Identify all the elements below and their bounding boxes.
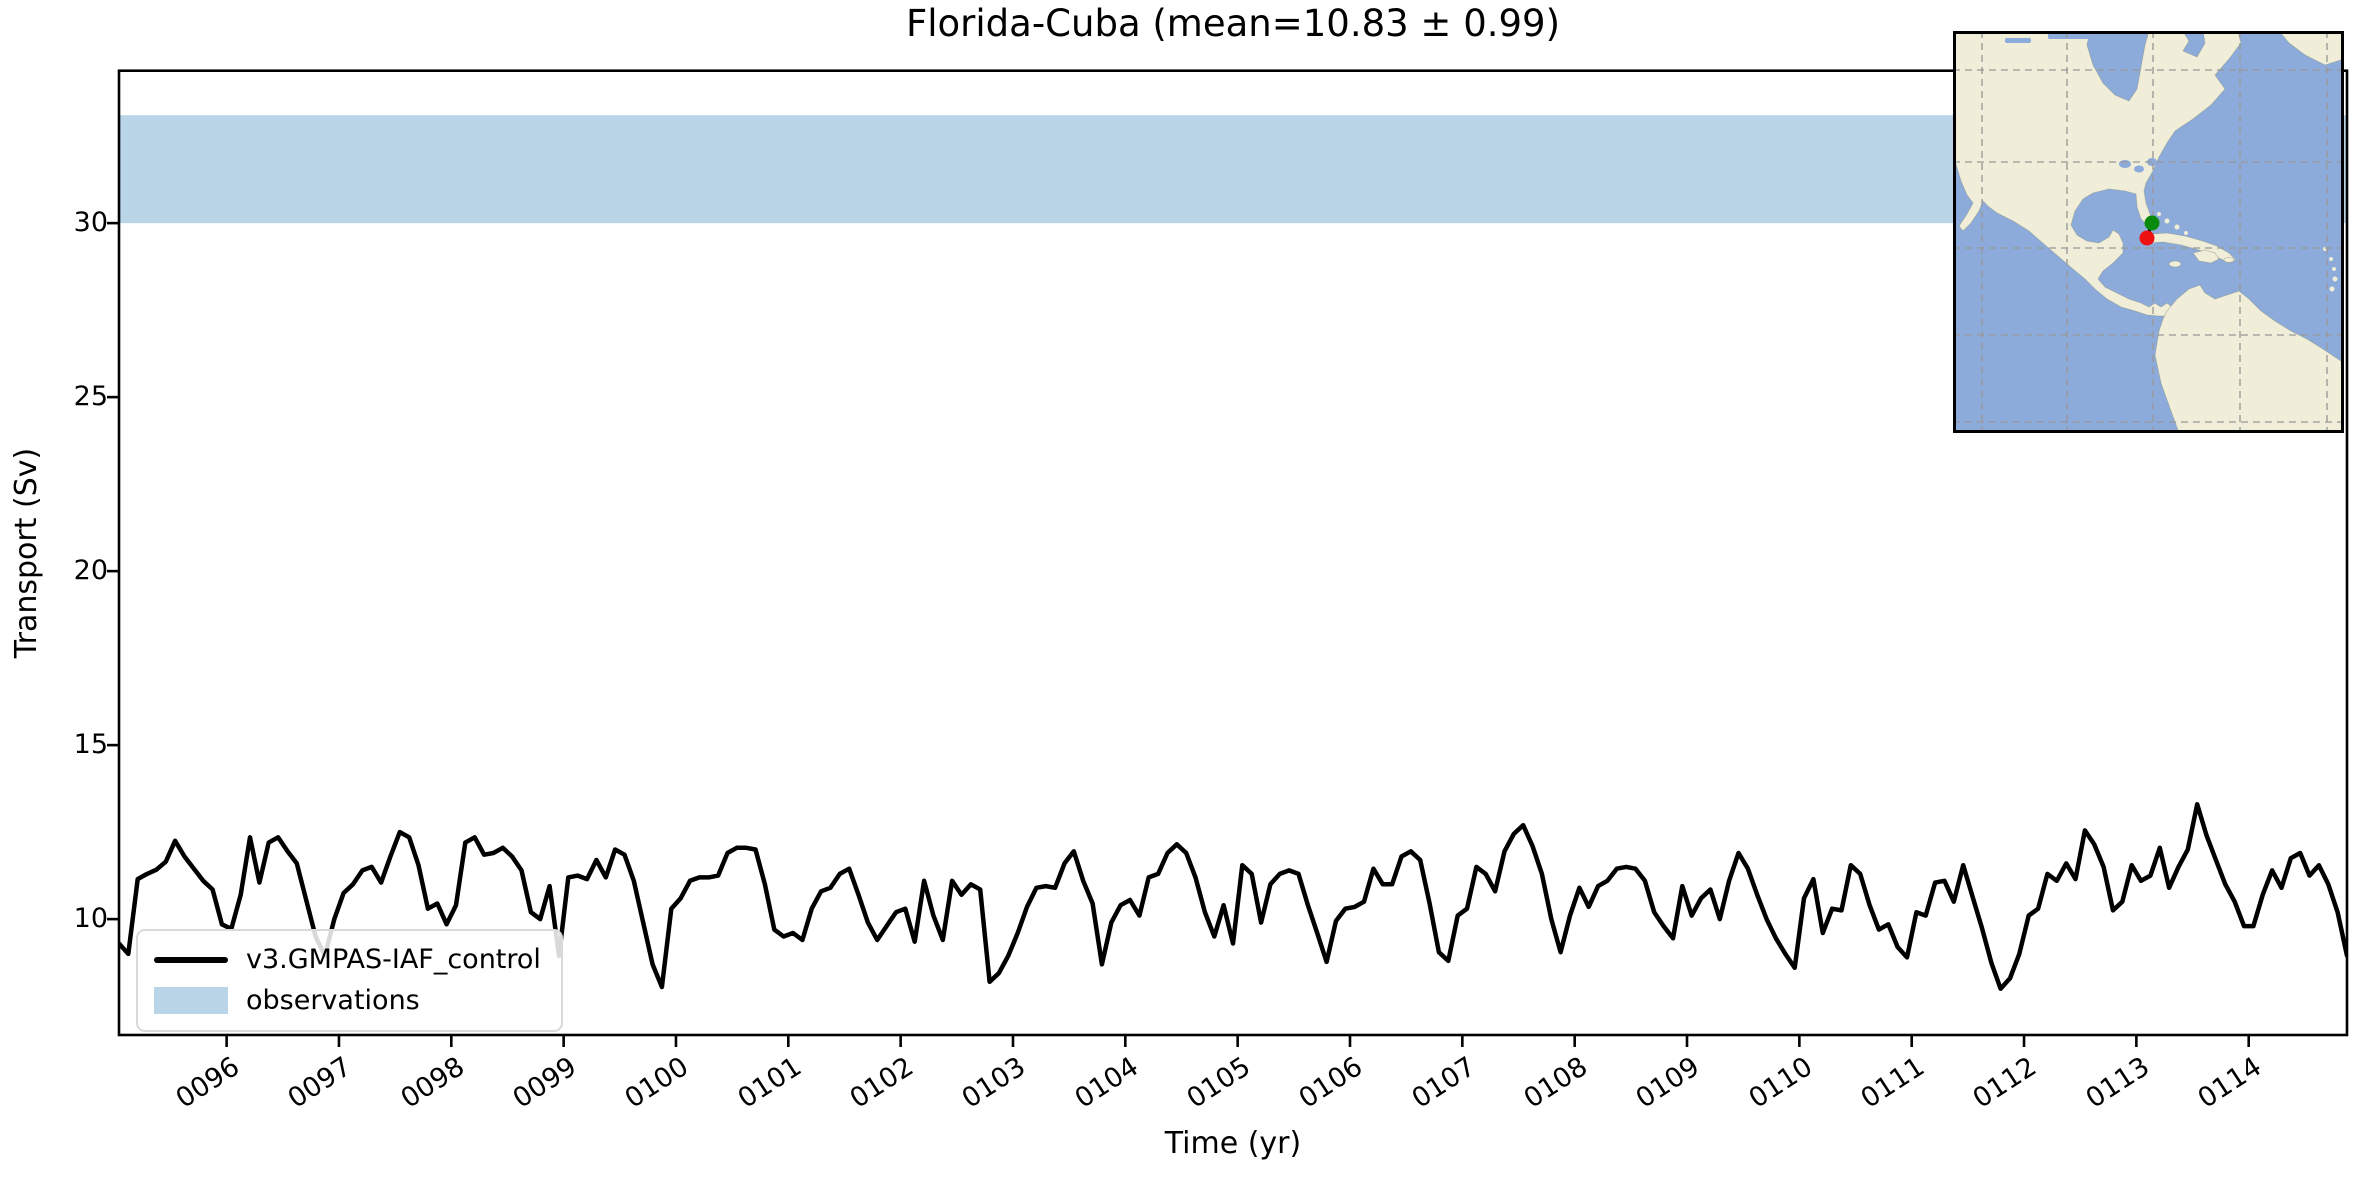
island-hispaniola (2192, 249, 2220, 264)
y-tick-label: 10 (73, 903, 108, 935)
landmass-south-america (2154, 284, 2344, 433)
legend-entry-model: v3.GMPAS-IAF_control (154, 944, 541, 975)
model-series-line (119, 802, 2347, 991)
legend-entry-observations: observations (154, 985, 541, 1016)
legend-line-label: v3.GMPAS-IAF_control (246, 944, 541, 975)
map-lakes (2005, 33, 2167, 173)
landmass-north-america (1953, 31, 2242, 317)
legend-band-swatch (154, 987, 228, 1014)
axes-spines (117, 69, 2349, 1037)
axis-ticks (107, 221, 2251, 1047)
legend: v3.GMPAS-IAF_control observations (136, 929, 563, 1032)
section-marker-green (2144, 215, 2160, 231)
islands-bahamas (2157, 212, 2188, 235)
map-gridlines (1953, 31, 2344, 433)
island-puerto-rico (2223, 257, 2235, 263)
inset-map (1953, 31, 2344, 433)
x-axis-label: Time (yr) (1164, 1126, 1302, 1161)
island-cuba (2140, 232, 2237, 264)
chart-title: Florida-Cuba (mean=10.83 ± 0.99) (905, 2, 1561, 45)
section-marker-red (2139, 230, 2155, 246)
y-tick-label: 25 (73, 381, 108, 413)
legend-band-label: observations (246, 985, 420, 1016)
legend-line-swatch (154, 956, 228, 963)
y-axis-label: Transport (Sv) (9, 447, 44, 659)
y-tick-label: 15 (73, 729, 108, 761)
island-jamaica (2168, 260, 2182, 268)
y-tick-label: 30 (73, 207, 108, 239)
map-border (1953, 31, 2344, 433)
islands-antilles (2323, 247, 2338, 292)
y-tick-label: 20 (73, 555, 108, 587)
